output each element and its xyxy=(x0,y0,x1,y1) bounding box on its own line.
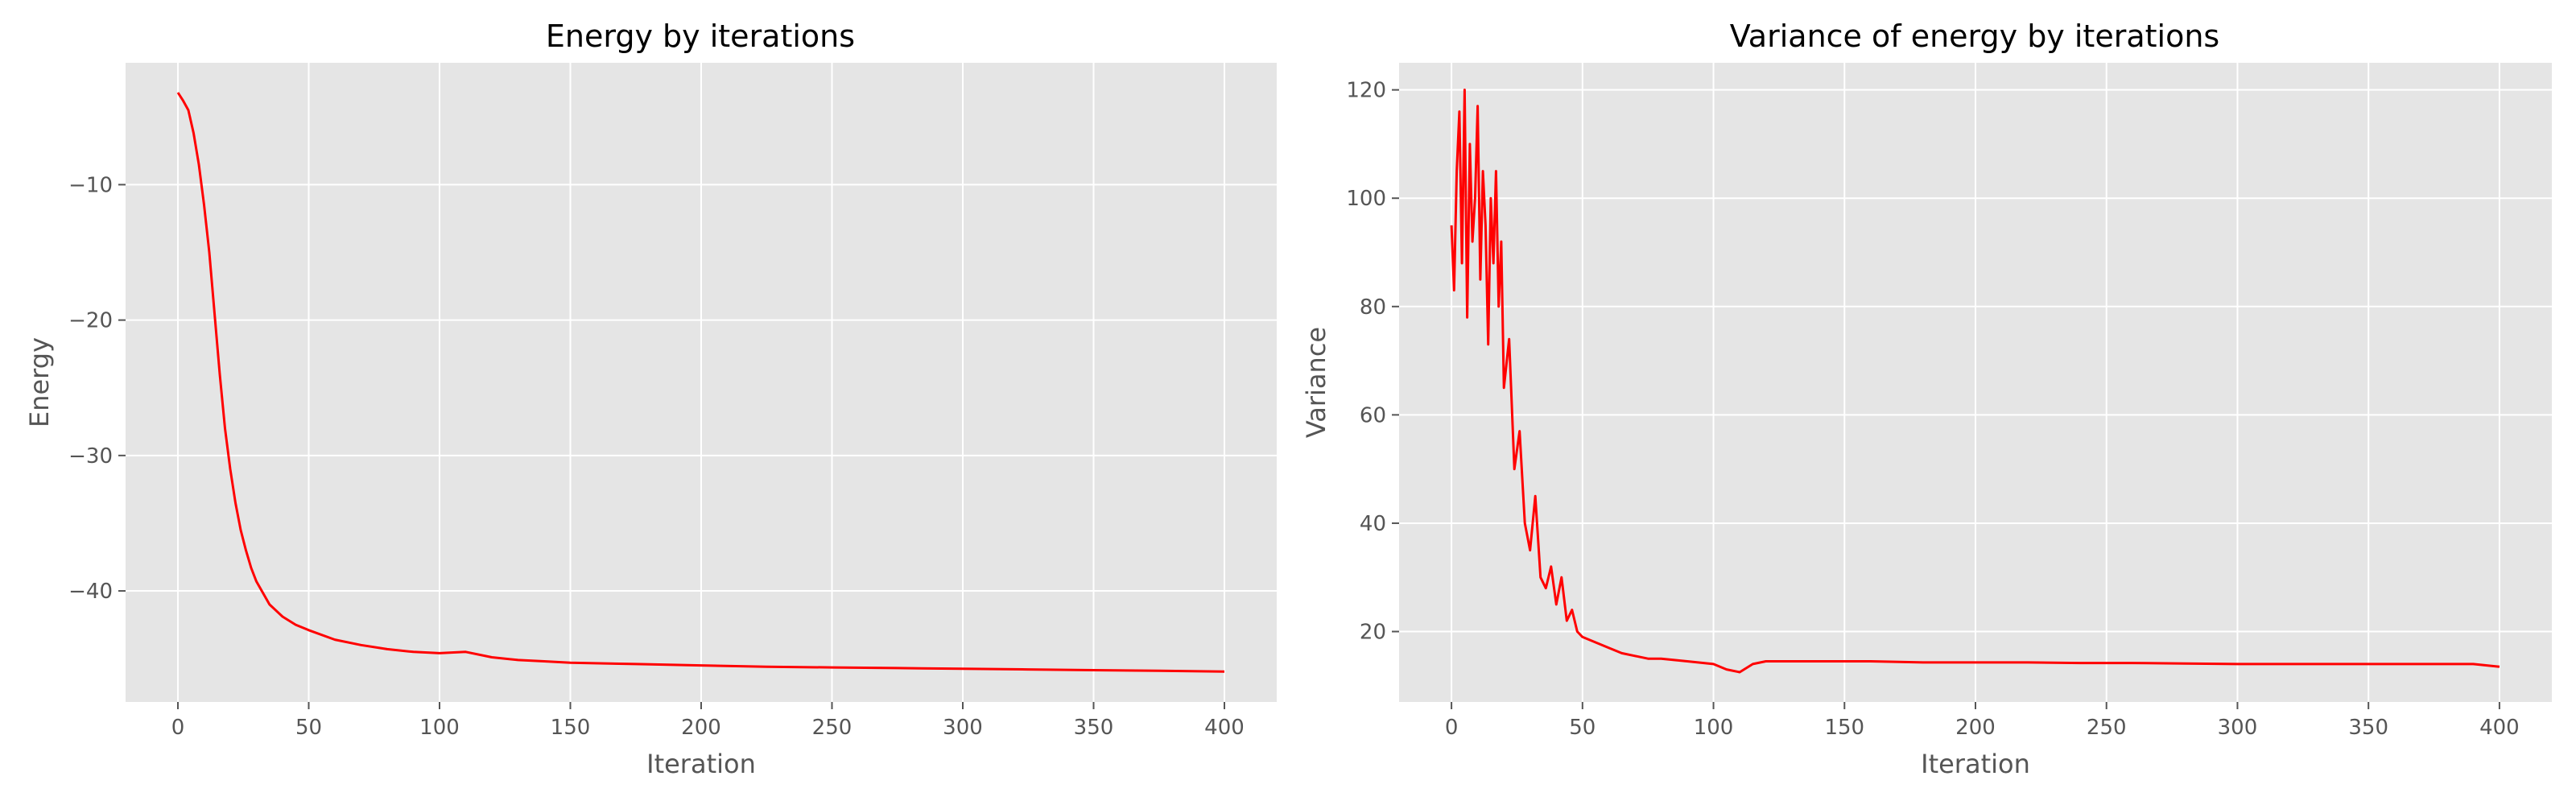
y-tick-label: 40 xyxy=(1360,512,1386,536)
gridlines xyxy=(1399,63,2552,702)
x-tick-label: 350 xyxy=(2348,716,2388,740)
x-tick-label: 50 xyxy=(1569,716,1596,740)
x-tick-label: 250 xyxy=(2087,716,2127,740)
chart-title: Variance of energy by iterations xyxy=(1730,19,2219,54)
series-line xyxy=(176,92,1225,673)
x-tick-label: 100 xyxy=(1694,716,1734,740)
y-tick-label: −20 xyxy=(68,309,113,333)
x-tick-label: 250 xyxy=(812,716,852,740)
x-tick-label: 0 xyxy=(1445,716,1459,740)
x-tick-label: 50 xyxy=(295,716,322,740)
y-tick-label: 60 xyxy=(1360,403,1386,427)
x-tick-label: 150 xyxy=(551,716,591,740)
y-tick-label: 80 xyxy=(1360,295,1386,320)
x-tick-label: 300 xyxy=(943,716,983,740)
ticks: 0 50 100 150 200 250 300 350 400 −10 −20 −30 −40 xyxy=(68,173,1245,740)
energy-chart: Energy by iterations 0 50 100 150 200 250 300 3… xyxy=(24,19,1277,779)
y-tick-label: −30 xyxy=(68,444,113,469)
ticks: 0 50 100 150 200 250 300 350 400 20 40 60 80 100 120 xyxy=(1346,79,2519,740)
x-tick-label: 400 xyxy=(1204,716,1245,740)
x-tick-label: 200 xyxy=(681,716,721,740)
x-tick-label: 150 xyxy=(1824,716,1864,740)
series-line xyxy=(1450,89,2500,674)
y-tick-label: −10 xyxy=(68,173,113,197)
y-tick-label: 20 xyxy=(1360,621,1386,645)
x-axis-label: Iteration xyxy=(1921,749,2030,779)
series-group xyxy=(176,92,1225,673)
y-tick-label: −40 xyxy=(68,580,113,604)
y-tick-label: 100 xyxy=(1346,187,1386,211)
x-tick-label: 200 xyxy=(1955,716,1996,740)
x-tick-label: 0 xyxy=(171,716,185,740)
x-tick-label: 400 xyxy=(2479,716,2520,740)
series-group xyxy=(1450,89,2500,674)
y-axis-label: Energy xyxy=(24,337,55,427)
x-axis-label: Iteration xyxy=(646,749,756,779)
x-tick-label: 300 xyxy=(2218,716,2258,740)
y-axis-label: Variance xyxy=(1301,327,1331,438)
y-tick-label: 120 xyxy=(1346,79,1386,103)
variance-chart: Variance of energy by iterations 0 50 100 1… xyxy=(1301,19,2552,779)
x-tick-label: 350 xyxy=(1074,716,1114,740)
gridlines xyxy=(126,63,1277,702)
chart-title: Energy by iterations xyxy=(546,19,855,54)
x-tick-label: 100 xyxy=(419,716,460,740)
